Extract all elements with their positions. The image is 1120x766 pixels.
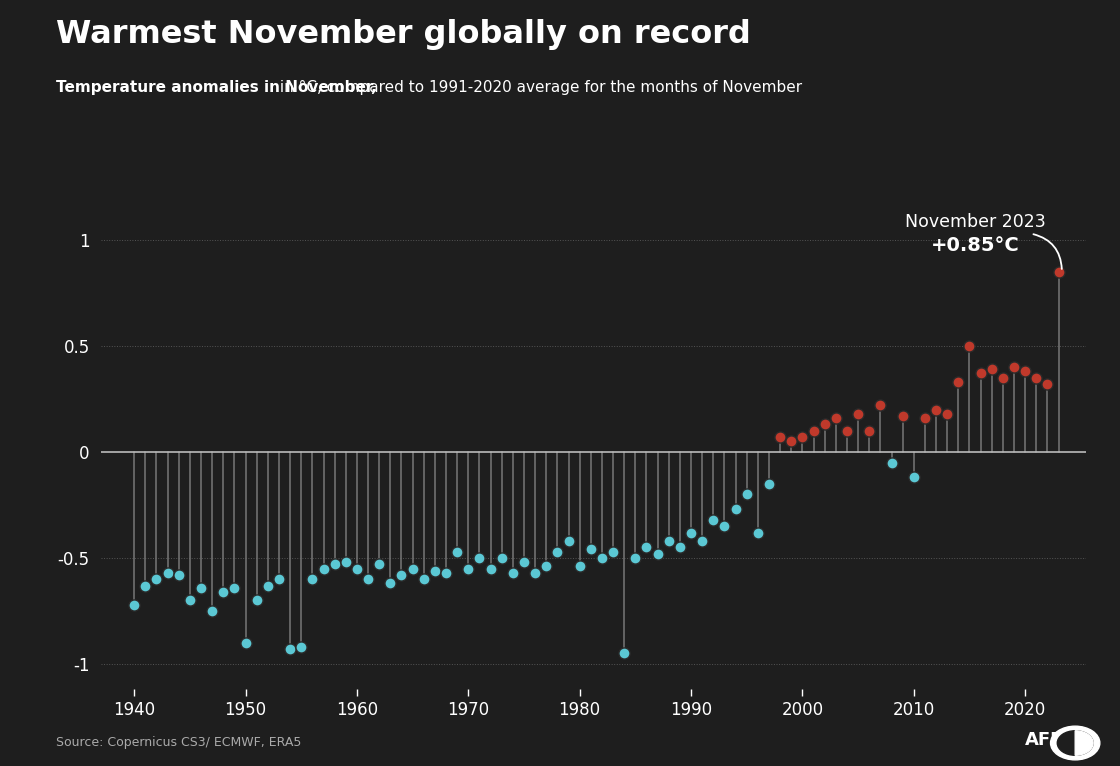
Text: AFP: AFP — [1025, 732, 1064, 749]
Text: Warmest November globally on record: Warmest November globally on record — [56, 19, 750, 50]
Text: in °C, compared to 1991-2020 average for the months of November: in °C, compared to 1991-2020 average for… — [274, 80, 802, 96]
Text: November 2023: November 2023 — [905, 214, 1045, 231]
Text: Temperature anomalies in November,: Temperature anomalies in November, — [56, 80, 376, 96]
Text: +0.85°C: +0.85°C — [931, 236, 1019, 255]
Text: Source: Copernicus CS3/ ECMWF, ERA5: Source: Copernicus CS3/ ECMWF, ERA5 — [56, 736, 301, 749]
